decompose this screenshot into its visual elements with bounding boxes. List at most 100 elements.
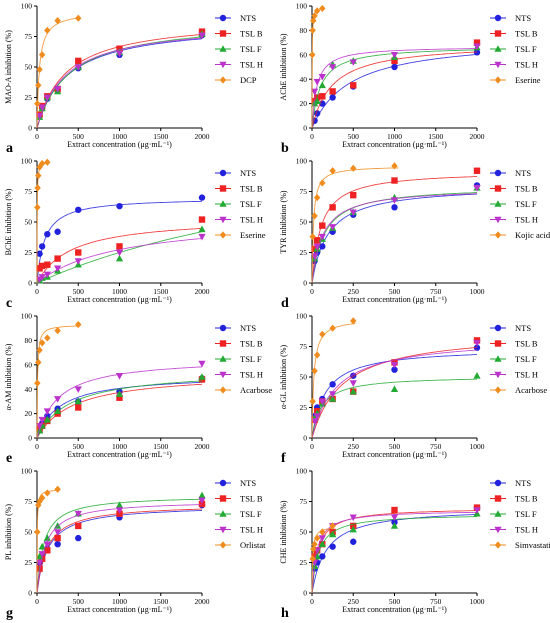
- x-tick-label: 500: [348, 132, 360, 141]
- data-point-tsl-f: [198, 225, 206, 233]
- legend-marker-nts: [494, 169, 502, 177]
- data-point-orlistat: [44, 489, 51, 497]
- legend-marker-acarbose: [494, 386, 502, 394]
- fit-curve-tsl-h: [311, 511, 477, 594]
- y-tick-label: 100: [296, 2, 308, 11]
- legend-marker-tsl-b: [219, 30, 227, 37]
- legend-marker-tsl-f: [494, 355, 502, 362]
- fit-curve-tsl-h: [36, 238, 203, 284]
- legend-label-orlistat: Orlistat: [240, 540, 266, 550]
- legend-label-nts: NTS: [240, 323, 256, 333]
- legend-marker-tsl-f: [219, 200, 227, 207]
- data-point-nts: [319, 553, 326, 560]
- data-point-tsl-f: [390, 385, 399, 392]
- data-point-acarbose: [54, 327, 61, 335]
- legend-marker-tsl-f: [219, 355, 227, 362]
- legend-label-tsl-b: TSL B: [515, 494, 538, 504]
- x-tick-label: 500: [389, 287, 401, 296]
- data-point-tsl-h: [38, 104, 46, 112]
- data-point-tsl-h: [318, 233, 326, 241]
- x-tick-label: 1000: [112, 287, 127, 296]
- x-axis-label: Extract concentration (μg·mL⁻¹): [67, 140, 172, 149]
- data-point-nts: [38, 243, 46, 250]
- data-point-tsl-b: [198, 216, 206, 223]
- x-tick-label: 1000: [112, 442, 127, 451]
- y-axis-label: α-AM inhibition (%): [4, 343, 13, 410]
- data-point-tsl-f: [329, 395, 337, 402]
- data-point-tsl-h: [349, 59, 357, 66]
- y-tick-label: 75: [25, 497, 33, 506]
- legend-marker-nts: [219, 169, 227, 177]
- data-point-acarbose: [38, 339, 46, 347]
- legend-label-tsl-f: TSL F: [240, 509, 262, 519]
- y-tick-label: 0: [303, 279, 307, 288]
- data-point-tsl-h: [43, 408, 51, 415]
- x-tick-label: 500: [73, 442, 85, 451]
- legend-marker-kojic-acid: [494, 231, 502, 239]
- y-tick-label: 25: [25, 558, 33, 567]
- data-point-simvastatin: [313, 534, 321, 542]
- x-axis-label: Extract concentration (μg·mL⁻¹): [67, 295, 172, 304]
- data-point-tsl-h: [349, 209, 357, 217]
- x-tick-label: 750: [430, 597, 442, 606]
- y-tick-label: 0: [28, 124, 32, 133]
- y-tick-label: 50: [300, 218, 308, 227]
- y-tick-label: 100: [21, 312, 33, 321]
- data-point-acarbose: [350, 317, 357, 325]
- data-point-acarbose: [75, 320, 82, 329]
- data-point-kojic-acid: [319, 179, 326, 187]
- data-point-acarbose: [309, 397, 316, 405]
- panel-label: d: [281, 296, 289, 311]
- legend-marker-nts: [494, 14, 502, 22]
- x-tick-label: 0: [35, 442, 39, 451]
- data-point-tsl-f: [115, 390, 124, 397]
- data-point-tsl-b: [75, 404, 82, 411]
- data-point-tsl-b: [116, 394, 123, 401]
- legend-label-tsl-b: TSL B: [515, 184, 538, 194]
- data-point-tsl-b: [319, 222, 326, 229]
- fit-curve-tsl-f: [36, 380, 203, 439]
- data-point-tsl-h: [390, 362, 399, 369]
- data-point-tsl-h: [43, 271, 51, 279]
- legend-marker-tsl-f: [494, 510, 502, 517]
- y-axis-label: CHE inhibition (%): [279, 500, 288, 563]
- data-point-tsl-f: [313, 97, 321, 104]
- legend-label-tsl-h: TSL H: [515, 215, 538, 225]
- fit-curve-tsl-h: [36, 37, 203, 129]
- data-point-tsl-h: [318, 398, 326, 406]
- x-tick-label: 500: [73, 287, 85, 296]
- data-point-tsl-h: [74, 258, 82, 265]
- data-point-simvastatin: [319, 528, 326, 536]
- legend-marker-eserine: [494, 76, 502, 84]
- data-point-tsl-h: [54, 86, 62, 93]
- data-point-dcp: [34, 100, 41, 108]
- y-tick-label: 60: [300, 50, 308, 59]
- data-point-tsl-h: [313, 413, 321, 420]
- legend-label-tsl-f: TSL F: [515, 44, 537, 54]
- data-point-tsl-h: [54, 265, 62, 273]
- data-point-tsl-b: [391, 177, 398, 184]
- fit-curve-tsl-b: [36, 227, 203, 284]
- data-point-eserine: [309, 26, 316, 34]
- fit-curve-tsl-h: [311, 48, 478, 129]
- data-point-acarbose: [36, 346, 43, 354]
- data-point-tsl-h: [313, 78, 321, 86]
- x-tick-label: 250: [348, 442, 360, 451]
- y-tick-label: 0: [303, 124, 307, 133]
- data-point-tsl-h: [35, 559, 44, 567]
- data-point-nts: [329, 543, 336, 550]
- data-point-tsl-f: [115, 501, 124, 508]
- x-tick-label: 2000: [195, 597, 210, 606]
- y-tick-label: 80: [300, 26, 308, 35]
- data-point-acarbose: [311, 367, 318, 375]
- x-tick-label: 500: [389, 442, 401, 451]
- y-tick-label: 100: [296, 157, 308, 166]
- data-point-tsl-h: [349, 380, 357, 387]
- y-tick-label: 0: [28, 589, 32, 598]
- data-point-acarbose: [35, 358, 42, 366]
- data-point-nts: [391, 63, 398, 71]
- data-point-tsl-h: [54, 396, 62, 403]
